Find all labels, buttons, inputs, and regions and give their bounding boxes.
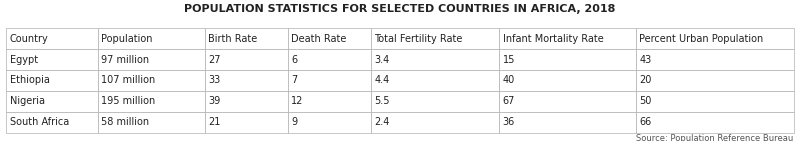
Bar [288,112,371,133]
Text: 40: 40 [502,75,515,85]
Text: 66: 66 [639,117,652,127]
Text: 33: 33 [209,75,221,85]
Text: 58 million: 58 million [101,117,149,127]
Bar [6,49,98,70]
Text: Death Rate: Death Rate [291,34,346,44]
Text: 9: 9 [291,117,298,127]
Bar [499,112,636,133]
Text: 97 million: 97 million [101,55,149,64]
Text: 21: 21 [209,117,221,127]
Bar [499,28,636,49]
Bar [288,49,371,70]
Text: 4.4: 4.4 [374,75,390,85]
Text: 67: 67 [502,96,515,106]
Bar [98,28,206,49]
Text: Egypt: Egypt [10,55,38,64]
Bar [288,91,371,112]
Bar [206,49,288,70]
Bar [636,70,794,91]
Text: 6: 6 [291,55,298,64]
Text: 2.4: 2.4 [374,117,390,127]
Bar [636,91,794,112]
Text: 5.5: 5.5 [374,96,390,106]
Bar [371,70,499,91]
Text: 50: 50 [639,96,652,106]
Bar [371,91,499,112]
Text: 15: 15 [502,55,515,64]
Bar [98,49,206,70]
Text: 195 million: 195 million [101,96,155,106]
Bar [98,112,206,133]
Text: Nigeria: Nigeria [10,96,45,106]
Bar [98,91,206,112]
Text: 36: 36 [502,117,515,127]
Bar [206,28,288,49]
Text: Total Fertility Rate: Total Fertility Rate [374,34,462,44]
Text: POPULATION STATISTICS FOR SELECTED COUNTRIES IN AFRICA, 2018: POPULATION STATISTICS FOR SELECTED COUNT… [184,4,616,14]
Bar [6,91,98,112]
Bar [636,28,794,49]
Text: Birth Rate: Birth Rate [209,34,258,44]
Text: 43: 43 [639,55,652,64]
Bar [371,112,499,133]
Text: 107 million: 107 million [101,75,155,85]
Text: South Africa: South Africa [10,117,69,127]
Bar [636,112,794,133]
Bar [636,49,794,70]
Text: 27: 27 [209,55,221,64]
Bar [6,112,98,133]
Text: Ethiopia: Ethiopia [10,75,50,85]
Text: 20: 20 [639,75,652,85]
Text: Population: Population [101,34,152,44]
Text: 12: 12 [291,96,304,106]
Text: 7: 7 [291,75,298,85]
Bar [98,70,206,91]
Bar [288,28,371,49]
Text: 39: 39 [209,96,221,106]
Text: Country: Country [10,34,48,44]
Bar [6,28,98,49]
Bar [206,112,288,133]
Bar [499,49,636,70]
Bar [288,70,371,91]
Text: 3.4: 3.4 [374,55,390,64]
Bar [206,70,288,91]
Bar [6,70,98,91]
Text: Source: Population Reference Bureau: Source: Population Reference Bureau [636,134,794,141]
Text: Infant Mortality Rate: Infant Mortality Rate [502,34,603,44]
Text: Percent Urban Population: Percent Urban Population [639,34,764,44]
Bar [371,49,499,70]
Bar [206,91,288,112]
Bar [371,28,499,49]
Bar [499,70,636,91]
Bar [499,91,636,112]
